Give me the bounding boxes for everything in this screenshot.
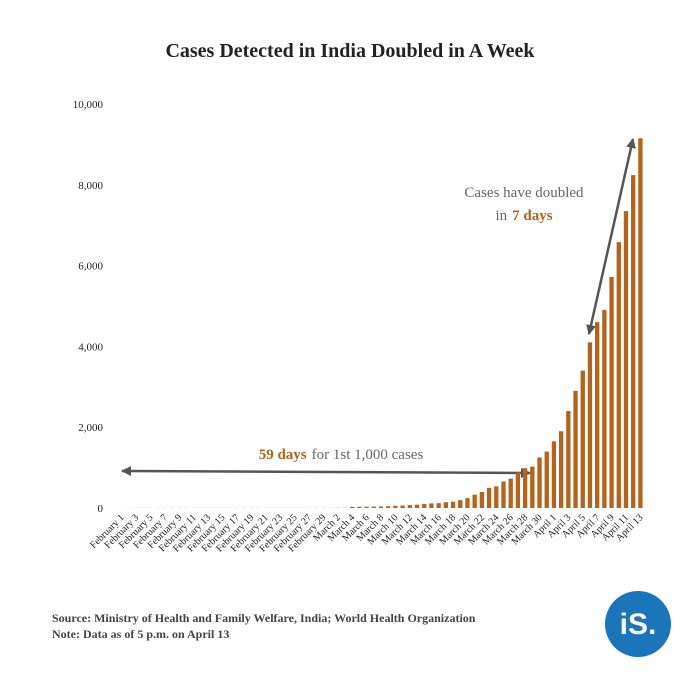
chart-title: Cases Detected in India Doubled in A Wee…: [165, 40, 535, 62]
annotation-highlight: 7 days: [512, 208, 553, 224]
annotation-text: in: [495, 208, 507, 224]
bar: [443, 502, 449, 508]
annotation: 59 days for 1st 1,000 cases: [259, 447, 424, 463]
bar: [494, 486, 499, 508]
bar: [472, 494, 477, 508]
logo-circle: [605, 591, 671, 657]
arrow: [121, 466, 531, 478]
bar: [400, 505, 405, 508]
bar: [386, 506, 391, 508]
bar: [558, 431, 564, 508]
bar: [544, 451, 549, 508]
bar: [486, 487, 492, 508]
annotation: in 7 days: [495, 208, 552, 224]
bar: [422, 503, 427, 508]
bar: [573, 390, 578, 508]
bar: [609, 276, 614, 508]
bar: [350, 506, 355, 508]
bar: [522, 468, 528, 508]
bar: [479, 492, 485, 508]
bar: [530, 466, 535, 508]
bar: [371, 506, 376, 508]
bar: [638, 138, 643, 508]
bar: [602, 310, 607, 508]
bar: [429, 503, 434, 508]
bar: [393, 505, 398, 508]
bar: [458, 500, 463, 508]
bar: [508, 478, 513, 508]
bar: [623, 211, 629, 508]
bar: [501, 481, 506, 508]
bar: [378, 506, 384, 508]
bar: [566, 411, 571, 508]
bar: [616, 242, 621, 508]
bar: [450, 501, 456, 508]
note: Note: Data as of 5 p.m. on April 13: [52, 627, 229, 641]
bar: [551, 441, 557, 508]
y-tick-label: 0: [98, 503, 104, 515]
bar: [631, 175, 636, 508]
y-tick-label: 10,000: [73, 99, 104, 111]
bar: [357, 506, 362, 508]
bar: [364, 506, 369, 508]
bar: [587, 342, 593, 508]
annotation: Cases have doubled: [464, 185, 584, 201]
y-tick-label: 6,000: [78, 261, 103, 273]
bar: [414, 504, 420, 508]
y-tick-label: 8,000: [78, 180, 103, 192]
bar: [436, 503, 441, 508]
bar: [580, 370, 585, 508]
bar: [407, 505, 412, 508]
bar: [537, 457, 542, 508]
bar: [595, 322, 600, 508]
annotation-highlight: 59 days: [259, 447, 307, 463]
annotation-text: for 1st 1,000 cases: [312, 447, 424, 463]
y-tick-label: 4,000: [78, 341, 103, 353]
bar: [515, 472, 521, 508]
arrow: [586, 138, 636, 335]
bar: [465, 498, 470, 508]
logo: iS.: [620, 608, 657, 641]
source: Source: Ministry of Health and Family We…: [52, 611, 476, 625]
y-tick-label: 2,000: [78, 422, 103, 434]
